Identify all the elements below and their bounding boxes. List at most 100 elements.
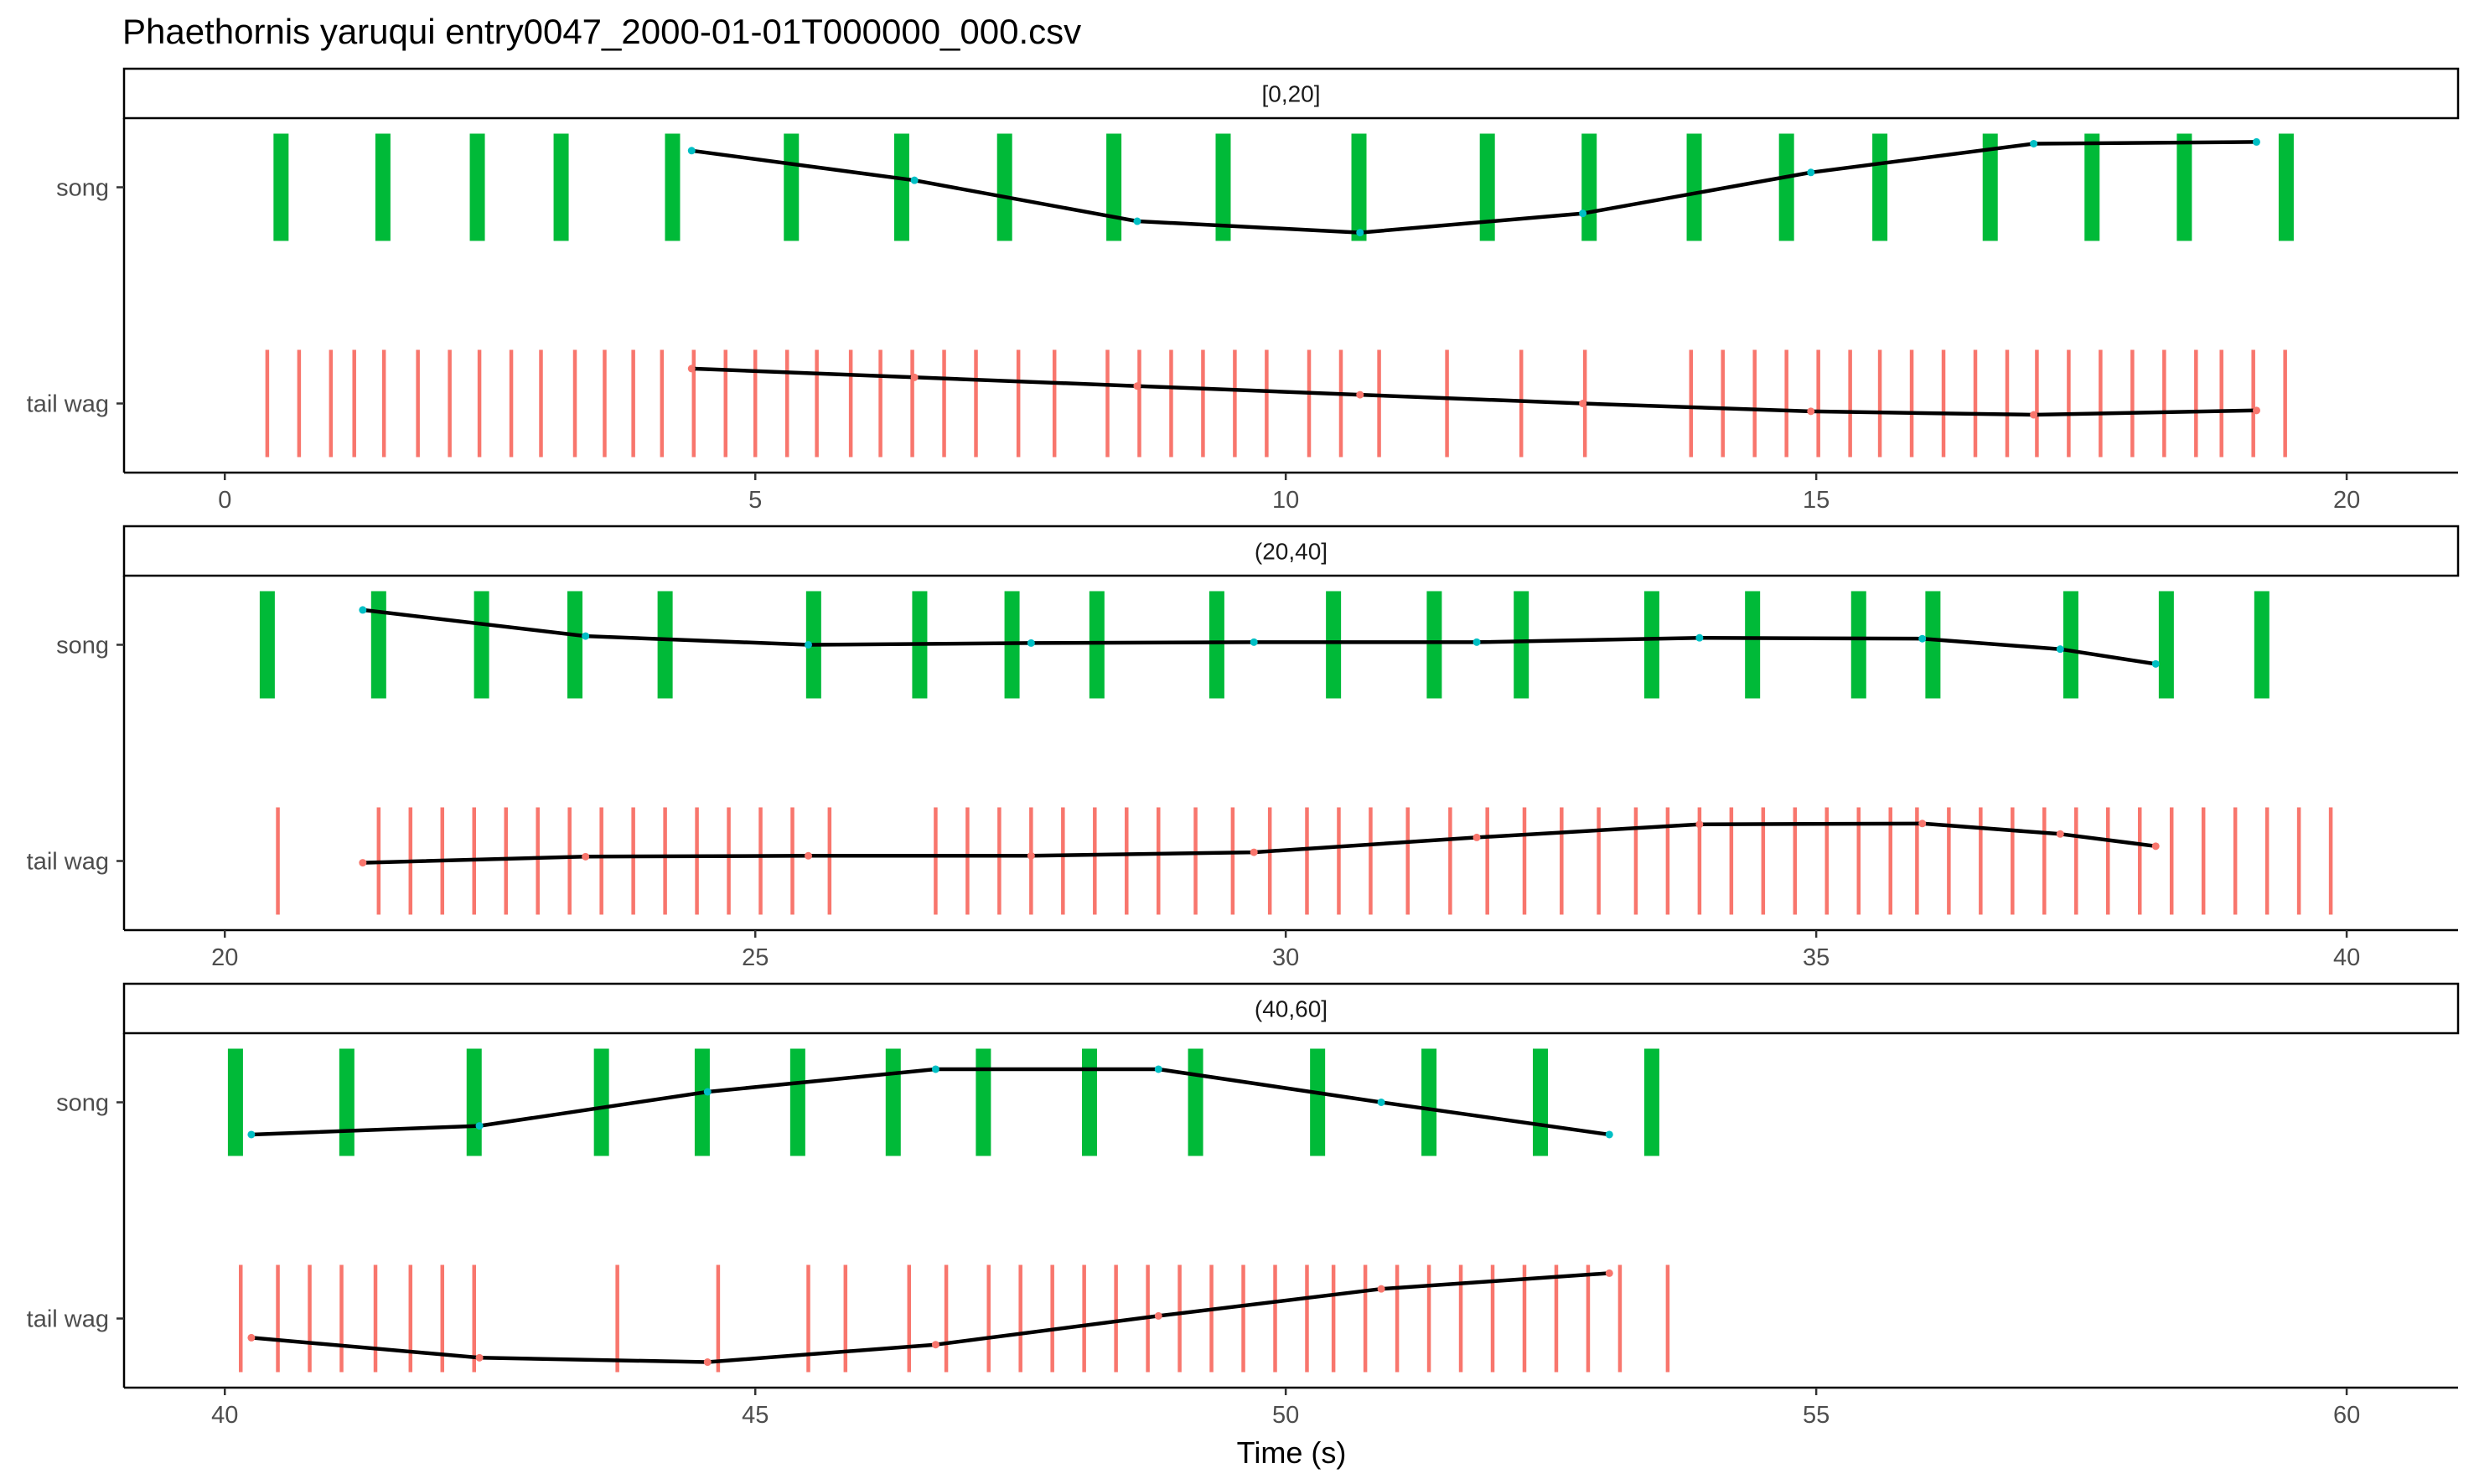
tail-wag-trend-point: [1695, 820, 1704, 829]
song-event-bar: [593, 1048, 609, 1156]
tail-wag-trend-point: [1377, 1285, 1385, 1293]
song-event-bar: [227, 1048, 243, 1156]
song-trend-point: [1807, 168, 1815, 177]
facet-panel: (40,60] song tail wag 40 45 50 55 60: [27, 982, 2460, 1429]
tail-wag-trend-point: [1356, 390, 1364, 399]
x-tick-label: 40: [211, 1402, 238, 1429]
song-event-bar: [1850, 591, 1866, 699]
tail-wag-trend-point: [359, 859, 367, 867]
y-tick-label: song: [56, 174, 109, 201]
facet-strip-label: (40,60]: [1255, 996, 1328, 1022]
song-trend-point: [1377, 1098, 1385, 1106]
song-event-bar: [2278, 133, 2294, 241]
tail-wag-trend-point: [1250, 848, 1258, 856]
tail-wag-trend-point: [475, 1353, 484, 1362]
tail-wag-trend-point: [1472, 833, 1481, 841]
song-event-bar: [1643, 591, 1659, 699]
y-tick-label: tail wag: [27, 849, 109, 876]
tail-wag-trend-point: [1579, 400, 1587, 408]
song-event-bar: [1686, 133, 1702, 241]
tail-wag-trend-point: [2151, 842, 2160, 851]
song-event-bar: [567, 591, 583, 699]
song-event-bar: [1426, 591, 1442, 699]
song-event-bar: [273, 133, 289, 241]
song-trend-point: [2252, 137, 2260, 146]
song-trend-point: [1695, 633, 1704, 642]
tail-wag-trend-point: [1605, 1269, 1613, 1277]
y-tick-label: tail wag: [27, 1306, 109, 1333]
song-event-bar: [1581, 133, 1597, 241]
tail-wag-trend-line: [362, 821, 2156, 865]
song-trend-point: [687, 147, 696, 155]
song-event-bar: [694, 1048, 710, 1156]
tail-wag-trend-point: [1133, 382, 1141, 390]
tail-wag-trend-point: [687, 365, 696, 373]
tail-wag-trend-point: [247, 1333, 256, 1342]
song-event-bar: [1188, 1048, 1203, 1156]
facet-panel: (20,40] song tail wag 20 25 30 35 40: [27, 525, 2460, 971]
song-trend-line: [251, 1067, 1610, 1137]
song-event-bar: [1351, 133, 1367, 241]
tail-wag-trend-point: [931, 1341, 939, 1349]
song-event-bar: [1081, 1048, 1097, 1156]
song-event-bar: [1643, 1048, 1659, 1156]
song-event-bar: [553, 133, 569, 241]
song-trend-point: [1250, 638, 1258, 646]
song-event-bar: [1872, 133, 1888, 241]
x-tick-label: 35: [1803, 944, 1830, 971]
song-event-bar: [2063, 591, 2078, 699]
facet-panel: [0,20] song tail wag 0 5 10 15 20: [27, 67, 2460, 514]
song-event-bar: [1209, 591, 1224, 699]
song-trend-point: [1133, 217, 1141, 225]
song-trend-line: [362, 608, 2156, 666]
song-trend-point: [703, 1088, 712, 1096]
x-tick-label: 50: [1272, 1402, 1299, 1429]
song-event-bar: [784, 133, 800, 241]
song-trend-point: [2030, 139, 2038, 147]
song-trend-point: [1918, 634, 1927, 643]
song-event-bar: [1514, 591, 1529, 699]
facet-strip-label: [0,20]: [1261, 81, 1320, 107]
song-event-bar: [1778, 133, 1794, 241]
song-trend-point: [582, 632, 590, 640]
song-trend-point: [2151, 659, 2160, 668]
tail-wag-trend-point: [2030, 411, 2038, 419]
song-trend-point: [1472, 638, 1481, 646]
song-event-bar: [375, 133, 391, 241]
song-event-bar: [1215, 133, 1231, 241]
song-trend-point: [1154, 1065, 1162, 1073]
x-tick-label: 20: [211, 944, 238, 971]
x-tick-label: 10: [1272, 487, 1299, 514]
song-event-bar: [259, 591, 275, 699]
tail-wag-trend-point: [1027, 851, 1035, 860]
x-tick-label: 0: [218, 487, 231, 514]
song-event-bar: [1982, 133, 1998, 241]
song-event-bar: [1479, 133, 1495, 241]
song-event-bar: [370, 591, 386, 699]
tail-wag-trend-point: [805, 851, 813, 860]
song-event-bar: [1310, 1048, 1326, 1156]
song-event-bar: [474, 591, 489, 699]
facet-strip-label: (20,40]: [1255, 539, 1328, 565]
tail-wag-trend-point: [1154, 1311, 1162, 1320]
song-event-bar: [976, 1048, 991, 1156]
x-tick-label: 40: [2333, 944, 2360, 971]
facet-strip: [122, 982, 2460, 1035]
x-tick-label: 15: [1803, 487, 1830, 514]
song-event-bar: [466, 1048, 482, 1156]
song-event-bar: [469, 133, 485, 241]
song-trend-point: [359, 606, 367, 614]
song-trend-point: [805, 640, 813, 649]
x-tick-label: 25: [742, 944, 769, 971]
tail-wag-trend-line: [691, 366, 2257, 417]
y-tick-label: tail wag: [27, 391, 109, 418]
song-event-bar: [2084, 133, 2100, 241]
song-event-bar: [2254, 591, 2270, 699]
song-event-bar: [2176, 133, 2192, 241]
y-tick-label: song: [56, 632, 109, 659]
x-tick-label: 60: [2333, 1402, 2360, 1429]
song-event-bar: [996, 133, 1012, 241]
song-trend-point: [910, 176, 919, 184]
x-tick-label: 20: [2333, 487, 2360, 514]
song-event-bar: [657, 591, 673, 699]
